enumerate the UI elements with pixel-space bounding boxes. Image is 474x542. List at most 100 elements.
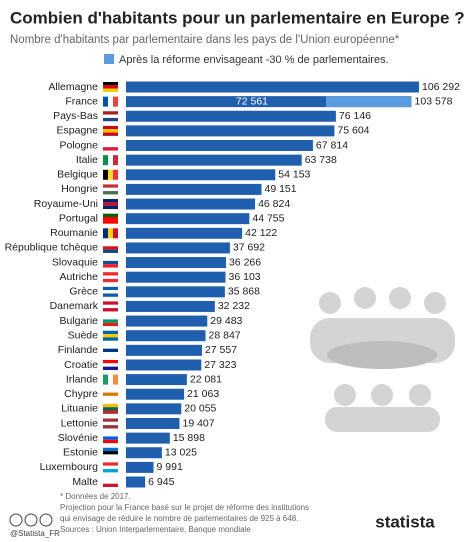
flag: [108, 228, 113, 239]
value-label: 27 557: [205, 344, 237, 356]
category-label: Grèce: [69, 286, 98, 298]
value-label: 106 292: [422, 81, 460, 93]
category-label: Italie: [76, 154, 98, 166]
value-label: 13 025: [165, 447, 197, 459]
category-label: France: [65, 95, 98, 107]
value-label: 22 081: [190, 373, 222, 385]
flag: [103, 143, 118, 148]
flag: [108, 169, 113, 180]
bar: [126, 315, 208, 327]
value-label: 46 824: [258, 198, 290, 210]
value-label: 35 868: [228, 286, 260, 298]
flag: [103, 85, 118, 89]
flag: [103, 454, 118, 458]
flag: [103, 169, 108, 180]
flag: [103, 439, 118, 444]
value-label: 27 323: [204, 359, 236, 371]
flag: [103, 451, 118, 455]
flag: [103, 286, 118, 291]
flag: [113, 155, 118, 166]
bar: [126, 388, 185, 400]
bar: [126, 286, 225, 298]
bar: [126, 227, 243, 239]
category-label: République tchèque: [5, 242, 99, 254]
value-label: 15 898: [173, 432, 205, 444]
bar: [126, 344, 202, 356]
flag: [103, 308, 118, 312]
flag: [103, 260, 118, 265]
flag: [108, 96, 113, 107]
note: Projection pour la France basé sur le pr…: [60, 503, 309, 512]
flag: [103, 366, 118, 370]
flag: [103, 407, 118, 411]
flag: [103, 147, 118, 151]
value-label: 32 232: [218, 300, 250, 312]
chart-title: Combien d'habitants pour un parlementair…: [10, 8, 465, 27]
flag: [103, 436, 118, 440]
bar: [126, 300, 215, 312]
bar: [126, 257, 226, 269]
category-label: Roumanie: [50, 227, 98, 239]
flag: [103, 249, 118, 253]
flag: [103, 187, 118, 192]
flag: [103, 272, 118, 276]
flag: [103, 316, 118, 320]
bar: [126, 432, 170, 444]
flag: [103, 433, 118, 437]
flag: [103, 242, 118, 247]
value-label: 19 407: [182, 417, 214, 429]
value-label: 29 483: [210, 315, 242, 327]
value-label: 67 814: [316, 139, 348, 151]
flag: [103, 114, 118, 118]
people-icon: [310, 287, 455, 432]
flag: [103, 465, 118, 470]
bar: [126, 417, 180, 429]
flag: [103, 363, 118, 367]
handle: @Statista_FR: [10, 529, 60, 538]
flag: [103, 330, 118, 335]
flag: [103, 418, 118, 422]
bar: [126, 476, 146, 488]
category-label: Royaume-Uni: [34, 198, 98, 210]
flag: [103, 155, 108, 166]
flag: [103, 352, 118, 356]
category-label: Malte: [72, 476, 98, 488]
flag: [108, 374, 113, 385]
bar: [126, 110, 336, 122]
bar: [126, 198, 256, 210]
value-label: 63 738: [305, 154, 337, 166]
flag: [103, 319, 118, 323]
flag: [103, 392, 118, 396]
flag: [103, 293, 118, 297]
flag: [103, 403, 118, 408]
category-label: Slovaquie: [52, 256, 98, 268]
bar: [126, 213, 250, 225]
reform-segment: [326, 96, 412, 108]
legend-label: Après la réforme envisageant -30 % de pa…: [119, 54, 389, 66]
category-label: Hongrie: [61, 183, 98, 195]
flag: [103, 462, 118, 466]
value-label: 20 055: [184, 403, 216, 415]
category-label: Luxembourg: [40, 461, 99, 473]
value-label: 75 604: [337, 125, 369, 137]
bar: [126, 461, 154, 473]
flag: [113, 228, 118, 239]
flag: [103, 322, 118, 327]
category-label: Estonie: [63, 447, 98, 459]
value-label: 28 847: [209, 329, 241, 341]
chart-subtitle: Nombre d'habitants par parlementaire dan…: [10, 34, 400, 46]
flag: [103, 395, 118, 400]
bar: [126, 330, 206, 342]
flag: [103, 469, 118, 473]
value-label: 49 151: [264, 183, 296, 195]
flag: [103, 88, 118, 92]
brand: statista: [375, 512, 435, 531]
value-label: 44 755: [252, 212, 284, 224]
value-label: 21 063: [187, 388, 219, 400]
category-label: Chypre: [64, 388, 98, 400]
bar: [126, 242, 230, 254]
bar: [126, 81, 419, 93]
flag: [103, 96, 108, 107]
flag: [103, 477, 118, 481]
